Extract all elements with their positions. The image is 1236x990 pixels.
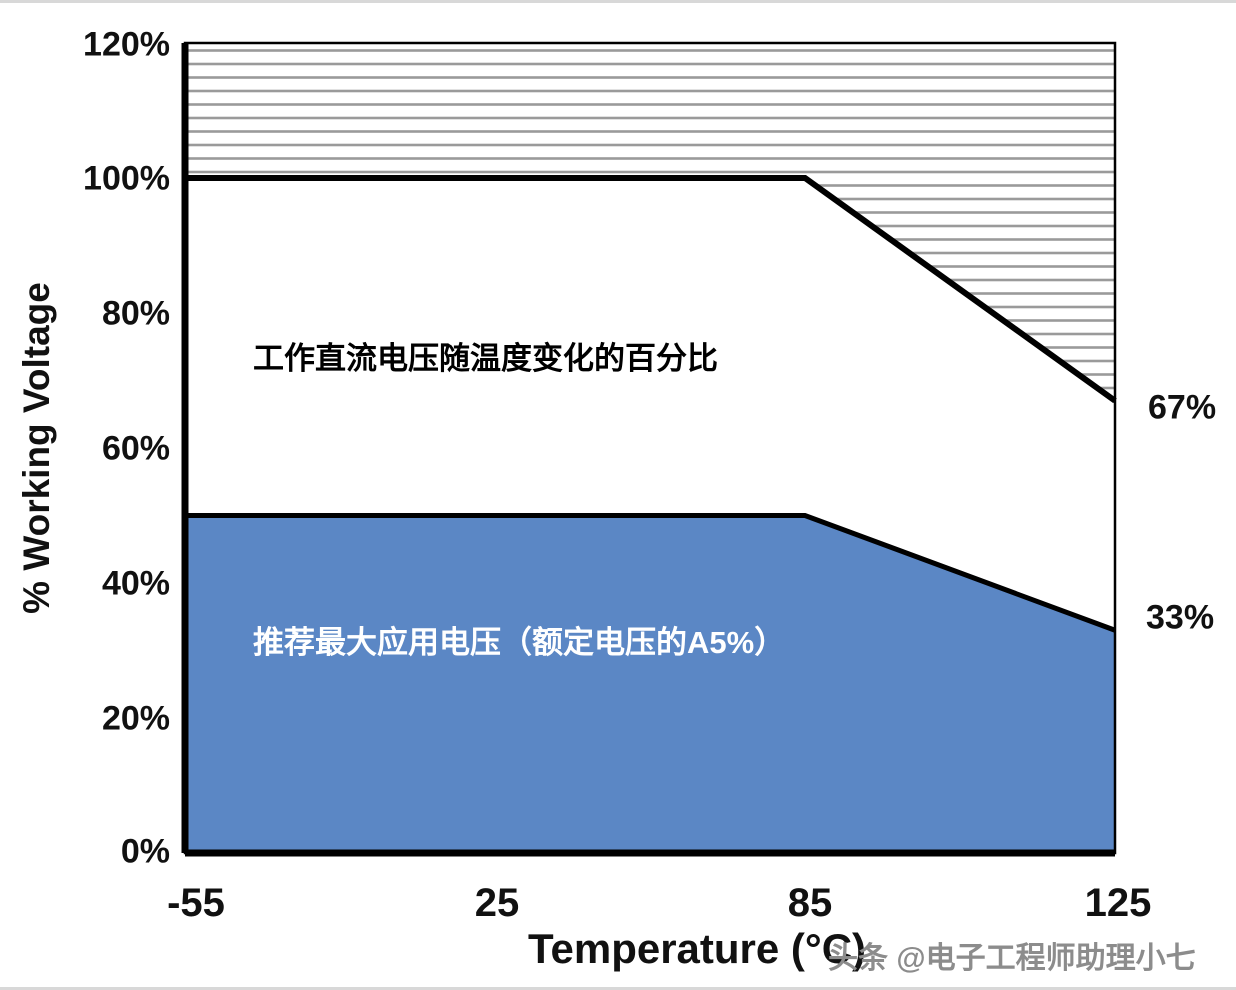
x-tick-label-25: 25 [474,881,520,925]
x-axis-title: Temperature (°C) [527,925,867,972]
y-tick-label-60: 60% [101,429,170,468]
x-tick-label-85: 85 [787,881,833,925]
annotation-recommended-voltage: 推荐最大应用电压（额定电压的A5%） [253,625,786,660]
y-tick-label-80: 80% [101,294,170,333]
y-tick-label-100: 100% [83,159,170,198]
watermark-text: 头条 @电子工程师助理小七 [828,942,1196,975]
end-label-67: 67% [1148,388,1217,427]
x-tick-label-125: 125 [1084,881,1152,925]
y-tick-label-120: 120% [83,25,170,64]
y-tick-label-20: 20% [101,699,170,738]
end-label-33: 33% [1146,598,1215,637]
annotation-working-voltage: 工作直流电压随温度变化的百分比 [253,341,718,376]
chart-plot-area [181,41,1117,857]
y-tick-label-0: 0% [120,832,170,871]
x-tick-label-neg55: -55 [167,881,225,925]
y-tick-label-40: 40% [101,564,170,603]
